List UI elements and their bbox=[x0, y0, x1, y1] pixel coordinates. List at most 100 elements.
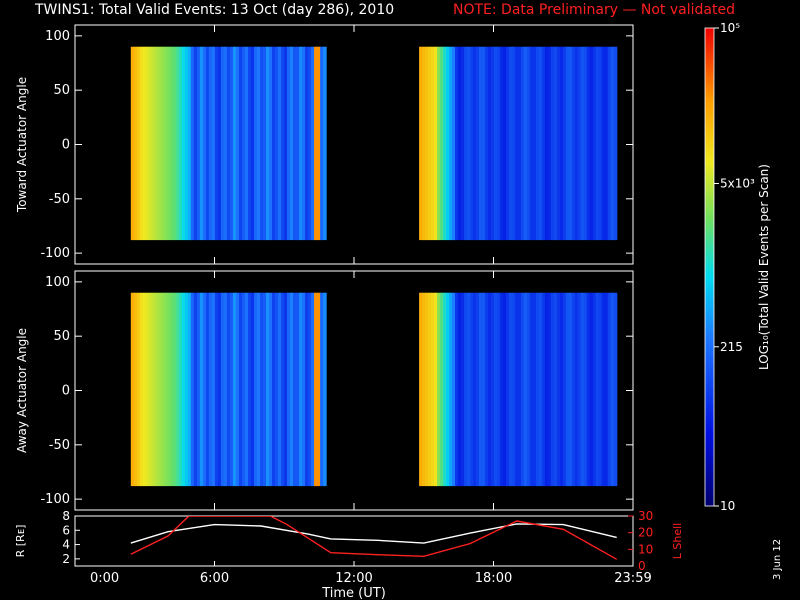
x-tick-label: 6:00 bbox=[200, 571, 229, 586]
heatmap-cell bbox=[559, 46, 564, 241]
heatmap-cell bbox=[235, 292, 240, 487]
l-shell-series-line bbox=[130, 516, 618, 560]
heatmap-cell bbox=[145, 46, 150, 241]
heatmap-cell bbox=[320, 292, 324, 487]
heatmap-cell bbox=[199, 46, 204, 241]
heatmap-cell bbox=[526, 292, 531, 487]
y-tick-label: 100 bbox=[45, 275, 70, 290]
heatmap-cell bbox=[184, 46, 189, 241]
left-tick-label: 6 bbox=[62, 523, 70, 537]
heatmap-cell bbox=[323, 292, 327, 487]
heatmap-cell bbox=[266, 292, 270, 487]
heatmap-cell bbox=[193, 46, 198, 241]
heatmap-cell bbox=[157, 46, 162, 241]
heatmap-cell bbox=[610, 292, 615, 487]
heatmap-cell bbox=[544, 46, 549, 241]
heatmap-cell bbox=[278, 46, 282, 241]
heatmap-cell bbox=[541, 292, 546, 487]
x-tick-label: 18:00 bbox=[475, 571, 512, 586]
heatmap-cell bbox=[517, 292, 522, 487]
heatmap-cell bbox=[556, 292, 561, 487]
y-tick-label: 0 bbox=[62, 384, 70, 399]
heatmap-cell bbox=[136, 292, 141, 487]
heatmap-cell bbox=[568, 46, 573, 241]
y-tick-label: -50 bbox=[49, 192, 70, 207]
heatmap-cell bbox=[217, 46, 222, 241]
heatmap-cell bbox=[196, 46, 201, 241]
heatmap-cell bbox=[151, 292, 156, 487]
heatmap-segment bbox=[130, 46, 327, 241]
heatmap-cell bbox=[260, 292, 264, 487]
heatmap-cell bbox=[314, 292, 318, 487]
heatmap-cell bbox=[422, 292, 426, 487]
heatmap-cell bbox=[181, 46, 186, 241]
heatmap-cell bbox=[464, 46, 468, 241]
x-tick-label: 0:00 bbox=[90, 571, 119, 586]
heatmap-cell bbox=[473, 46, 477, 241]
right-tick-label: 20 bbox=[638, 526, 653, 540]
heatmap-cell bbox=[226, 292, 231, 487]
heatmap-cell bbox=[419, 46, 423, 241]
heatmap-cell bbox=[296, 46, 300, 241]
heatmap-cell bbox=[187, 46, 192, 241]
heatmap-cell bbox=[130, 292, 135, 487]
heatmap-cell bbox=[238, 292, 243, 487]
heatmap-cell bbox=[175, 292, 180, 487]
heatmap-cell bbox=[562, 292, 567, 487]
heatmap-cell bbox=[502, 292, 507, 487]
heatmap-cell bbox=[502, 46, 507, 241]
heatmap-cell bbox=[187, 292, 192, 487]
heatmap-cell bbox=[526, 46, 531, 241]
heatmap-cell bbox=[490, 46, 495, 241]
right-axis-label: L Shell bbox=[671, 523, 684, 559]
heatmap-cell bbox=[553, 292, 558, 487]
heatmap-cell bbox=[487, 46, 492, 241]
heatmap-cell bbox=[136, 46, 141, 241]
heatmap-cell bbox=[550, 46, 555, 241]
heatmap-cell bbox=[250, 292, 255, 487]
heatmap-cell bbox=[508, 46, 513, 241]
heatmap-cell bbox=[568, 292, 573, 487]
heatmap-cell bbox=[574, 46, 579, 241]
heatmap-cell bbox=[235, 46, 240, 241]
heatmap-cell bbox=[169, 46, 174, 241]
heatmap-cell bbox=[440, 292, 444, 487]
y-tick-label: 100 bbox=[45, 29, 70, 44]
y-tick-label: 0 bbox=[62, 138, 70, 153]
heatmap-cell bbox=[238, 46, 243, 241]
heatmap-cell bbox=[133, 292, 138, 487]
y-axis-label: Away Actuator Angle bbox=[15, 328, 29, 453]
chart-title: TWINS1: Total Valid Events: 13 Oct (day … bbox=[35, 2, 395, 18]
heatmap-segment bbox=[130, 292, 327, 487]
heatmap-cell bbox=[487, 292, 492, 487]
heatmap-cell bbox=[166, 46, 171, 241]
heatmap-cell bbox=[211, 46, 216, 241]
heatmap-cell bbox=[470, 292, 474, 487]
heatmap-cell bbox=[293, 46, 297, 241]
heatmap-cell bbox=[311, 46, 315, 241]
heatmap-cell bbox=[287, 46, 291, 241]
heatmap-cell bbox=[613, 46, 618, 241]
heatmap-cell bbox=[565, 292, 570, 487]
heatmap-cell bbox=[208, 46, 213, 241]
heatmap-segment bbox=[419, 46, 618, 241]
heatmap-cell bbox=[130, 46, 135, 241]
heatmap-cell bbox=[529, 292, 534, 487]
heatmap-cell bbox=[496, 292, 501, 487]
heatmap-cell bbox=[145, 292, 150, 487]
heatmap-cell bbox=[443, 46, 447, 241]
heatmap-cell bbox=[532, 46, 537, 241]
preliminary-note: NOTE: Data Preliminary — Not validated bbox=[453, 2, 735, 18]
heatmap-cell bbox=[580, 46, 585, 241]
heatmap-cell bbox=[449, 46, 453, 241]
heatmap-cell bbox=[437, 292, 441, 487]
heatmap-cell bbox=[586, 292, 591, 487]
heatmap-cell bbox=[517, 46, 522, 241]
heatmap-cell bbox=[425, 292, 429, 487]
heatmap-cell bbox=[263, 46, 267, 241]
heatmap-cell bbox=[320, 46, 324, 241]
heatmap-cell bbox=[229, 46, 234, 241]
heatmap-cell bbox=[422, 46, 426, 241]
colorbar-tick-label: 10⁵ bbox=[720, 21, 740, 35]
heatmap-cell bbox=[208, 292, 213, 487]
